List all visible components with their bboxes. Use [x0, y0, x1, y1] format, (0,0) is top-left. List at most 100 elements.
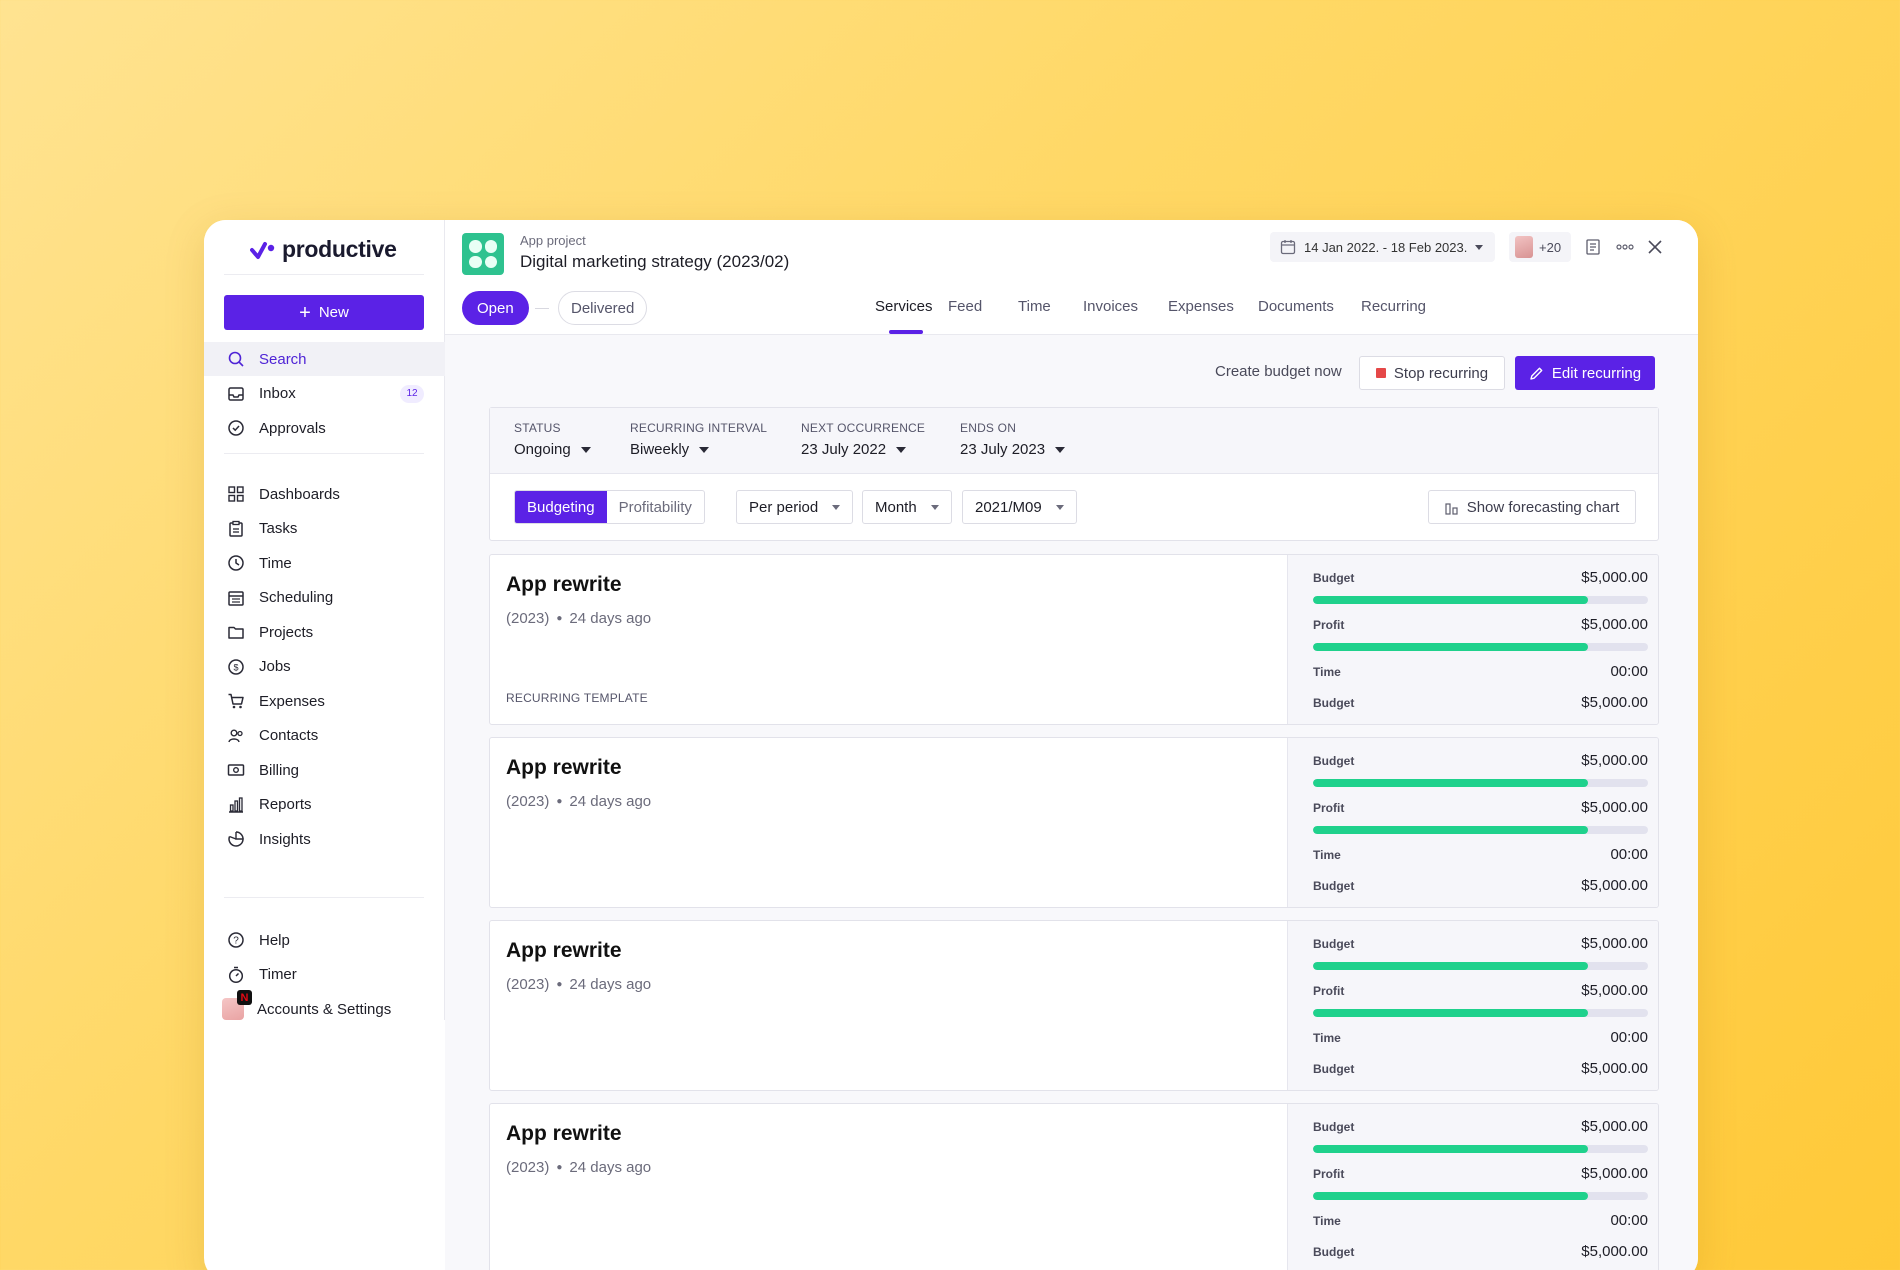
pie-icon — [226, 829, 246, 849]
meta-dropdown-recurring-interval[interactable]: Biweekly — [630, 441, 710, 458]
search-icon — [226, 349, 246, 369]
sidebar-item-jobs[interactable]: $ Jobs — [204, 650, 445, 684]
tab-expenses[interactable]: Expenses — [1168, 298, 1234, 315]
sidebar-item-accounts-settings[interactable]: Accounts & Settings — [204, 990, 445, 1026]
members-count: +20 — [1539, 239, 1562, 255]
show-forecasting-button[interactable]: Show forecasting chart — [1428, 490, 1636, 524]
sidebar-item-billing[interactable]: Billing — [204, 753, 445, 787]
money-icon — [226, 760, 246, 780]
period-dropdown[interactable]: Per period — [736, 490, 854, 524]
budget-value: $5,000.00 — [1581, 752, 1648, 769]
more-icon[interactable] — [1612, 234, 1638, 260]
budget-value: $5,000.00 — [1581, 1060, 1648, 1077]
project-header: App project Digital marketing strategy (… — [445, 220, 1698, 335]
sidebar-item-insights[interactable]: Insights — [204, 822, 445, 856]
sidebar-item-time[interactable]: Time — [204, 546, 445, 580]
selected-period-dropdown[interactable]: 2021/M09 — [962, 490, 1077, 524]
granularity-value: Month — [875, 498, 917, 516]
service-meta: (2023) ● 24 days ago — [506, 976, 651, 993]
bullet-separator: ● — [556, 796, 563, 807]
profit-progress-fill — [1313, 1192, 1588, 1200]
date-range-text: 14 Jan 2022. - 18 Feb 2023. — [1304, 239, 1468, 255]
time-label: Time — [1313, 1214, 1341, 1228]
service-card[interactable]: App rewrite (2023) ● 24 days ago Budget $5,00… — [489, 737, 1659, 908]
sidebar-item-scheduling[interactable]: Scheduling — [204, 581, 445, 615]
sidebar-item-projects[interactable]: Projects — [204, 615, 445, 649]
budgeting-tab[interactable]: Budgeting — [515, 491, 607, 523]
tab-feed[interactable]: Feed — [948, 298, 983, 315]
sidebar-item-label: Approvals — [259, 419, 326, 437]
status-open[interactable]: Open — [462, 291, 529, 325]
sidebar-item-label: Tasks — [259, 520, 298, 537]
sidebar-item-approvals[interactable]: Approvals — [204, 411, 445, 445]
service-meta: (2023) ● 24 days ago — [506, 1159, 651, 1176]
profit-value: $5,000.00 — [1581, 982, 1648, 999]
budget-progress-fill — [1313, 1145, 1588, 1153]
budget-progress-fill — [1313, 962, 1588, 970]
sidebar-item-label: Insights — [259, 830, 311, 848]
profit-progress-fill — [1313, 826, 1588, 834]
sidebar-item-inbox[interactable]: Inbox 12 — [204, 377, 445, 411]
date-range-picker[interactable]: 14 Jan 2022. - 18 Feb 2023. — [1270, 232, 1496, 262]
tab-recurring[interactable]: Recurring — [1361, 298, 1427, 315]
service-age: 24 days ago — [569, 976, 652, 993]
sidebar-item-help[interactable]: ? Help — [204, 923, 445, 957]
tab-documents[interactable]: Documents — [1258, 298, 1334, 315]
service-title[interactable]: App rewrite — [506, 756, 622, 779]
sidebar-item-label: Scheduling — [259, 589, 334, 606]
granularity-dropdown[interactable]: Month — [862, 490, 952, 524]
recurring-template-tag: RECURRING TEMPLATE — [506, 691, 648, 705]
meta-dropdown-status[interactable]: Ongoing — [514, 441, 591, 458]
sidebar-item-label: Expenses — [259, 692, 325, 710]
sidebar-item-timer[interactable]: Timer — [204, 958, 445, 992]
budget-progress-bar — [1313, 1145, 1648, 1153]
new-button[interactable]: + New — [224, 295, 424, 330]
stop-recurring-button[interactable]: Stop recurring — [1359, 356, 1505, 390]
service-title[interactable]: App rewrite — [506, 1122, 622, 1145]
edit-recurring-label: Edit recurring — [1551, 364, 1642, 382]
tab-services[interactable]: Services — [875, 298, 933, 315]
sidebar-item-dashboards[interactable]: Dashboards — [204, 477, 445, 511]
meta-dropdown-ends-on[interactable]: 23 July 2023 — [960, 441, 1066, 458]
sidebar-item-search[interactable]: Search — [204, 342, 445, 376]
time-value: 00:00 — [1610, 1029, 1648, 1046]
sidebar-item-label: Help — [259, 931, 290, 949]
service-card[interactable]: App rewrite (2023) ● 24 days ago Budget $5,00… — [489, 920, 1659, 1091]
budget-value: $5,000.00 — [1581, 1118, 1648, 1135]
meta-dropdown-next-occurrence[interactable]: 23 July 2022 — [801, 441, 907, 458]
profitability-tab[interactable]: Profitability — [618, 498, 692, 516]
page-title[interactable]: Digital marketing strategy (2023/02) — [520, 252, 790, 271]
service-card[interactable]: App rewrite (2023) ● 24 days ago RECURRING T… — [489, 554, 1659, 725]
chevron-down-icon — [580, 446, 591, 453]
sidebar-item-label: Contacts — [259, 727, 319, 744]
budget-value: $5,000.00 — [1581, 1243, 1648, 1260]
budget-label: Budget — [1313, 754, 1355, 768]
timer-icon — [226, 965, 246, 985]
main-content: App project Digital marketing strategy (… — [445, 220, 1698, 1270]
budget-progress-fill — [1313, 596, 1588, 604]
service-card[interactable]: App rewrite (2023) ● 24 days ago Budget $5,00… — [489, 1103, 1659, 1270]
profit-progress-fill — [1313, 643, 1588, 651]
sidebar-item-reports[interactable]: Reports — [204, 788, 445, 822]
service-title[interactable]: App rewrite — [506, 939, 622, 962]
avatar — [222, 990, 252, 1020]
logo[interactable]: productive — [250, 236, 397, 263]
chevron-down-icon — [930, 504, 939, 510]
service-stats: Budget $5,000.00 Profit $5,000.00 Time 00:00 B… — [1287, 555, 1658, 724]
close-icon[interactable] — [1642, 234, 1668, 260]
status-delivered[interactable]: Delivered — [558, 291, 648, 325]
sidebar-item-expenses[interactable]: Expenses — [204, 684, 445, 718]
profit-progress-bar — [1313, 826, 1648, 834]
sidebar-item-contacts[interactable]: Contacts — [204, 719, 445, 753]
sidebar-item-tasks[interactable]: Tasks — [204, 512, 445, 546]
service-title[interactable]: App rewrite — [506, 573, 622, 596]
create-budget-link[interactable]: Create budget now — [1215, 363, 1342, 380]
sidebar-item-label: Jobs — [259, 658, 291, 675]
tab-time[interactable]: Time — [1018, 298, 1051, 315]
edit-recurring-button[interactable]: Edit recurring — [1515, 356, 1655, 390]
divider — [224, 897, 424, 898]
service-year: (2023) — [506, 610, 550, 627]
tab-invoices[interactable]: Invoices — [1083, 298, 1139, 315]
document-icon[interactable] — [1580, 234, 1606, 260]
project-members[interactable]: +20 — [1509, 232, 1572, 262]
